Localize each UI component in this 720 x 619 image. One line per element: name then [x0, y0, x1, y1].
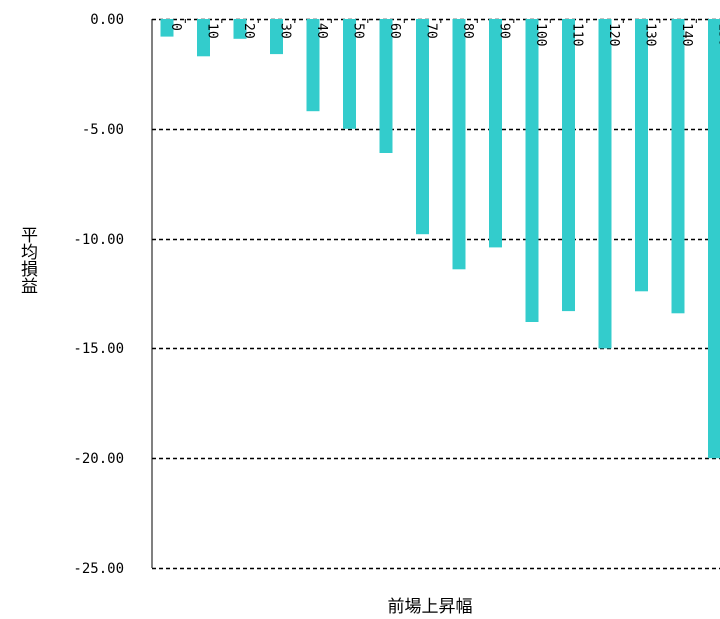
bar-90 — [489, 19, 502, 248]
bar-60 — [379, 19, 393, 153]
x-tick-label: 100 — [533, 23, 548, 46]
bar-140 — [671, 19, 685, 314]
x-tick-label: 150 — [716, 23, 720, 46]
bars — [160, 19, 720, 459]
x-tick-label: 0 — [168, 23, 183, 31]
y-tick-label: -5.00 — [82, 122, 124, 138]
bar-20 — [233, 19, 247, 39]
bar-130 — [635, 19, 648, 292]
bar-70 — [416, 19, 429, 235]
x-tick-label: 30 — [278, 23, 293, 39]
bar-150 — [708, 19, 720, 459]
x-tick-label: 90 — [497, 23, 512, 39]
y-tick-label: 0.00 — [90, 12, 124, 28]
y-tick-label: -15.00 — [73, 341, 124, 357]
bar-40 — [306, 19, 320, 112]
bar-110 — [562, 19, 575, 312]
y-tick-label: -20.00 — [73, 451, 124, 467]
x-tick-label: 40 — [314, 23, 329, 39]
y-axis-label: 平均損益 — [17, 226, 37, 294]
y-tick-label: -25.00 — [73, 561, 124, 577]
x-tick-label: 10 — [205, 23, 220, 39]
x-tick-labels: 0 10 20 30 40 50 60 70 80 90 100 110 120 130 140 150 — [168, 23, 720, 46]
bar-0 — [160, 19, 174, 37]
x-tick-label: 140 — [679, 23, 694, 46]
x-tick-label: 80 — [460, 23, 475, 39]
x-tick-label: 120 — [606, 23, 621, 46]
bar-80 — [452, 19, 466, 270]
y-tick-labels: 0.00 -5.00 -10.00 -15.00 -20.00 -25.00 — [73, 12, 124, 577]
x-tick-label: 70 — [424, 23, 439, 39]
grid-lines — [152, 18, 720, 570]
y-tick-label: -10.00 — [73, 232, 124, 248]
x-tick-label: 50 — [351, 23, 366, 39]
bar-100 — [525, 19, 539, 322]
x-tick-label: 130 — [643, 23, 658, 46]
x-tick-label: 20 — [241, 23, 256, 39]
bar-120 — [598, 19, 612, 349]
bar-10 — [197, 19, 210, 57]
bar-30 — [270, 19, 283, 55]
bar-50 — [343, 19, 356, 129]
x-tick-label: 110 — [570, 23, 585, 46]
x-axis-label: 前場上昇幅 — [387, 597, 473, 617]
x-tick-label: 60 — [387, 23, 402, 39]
